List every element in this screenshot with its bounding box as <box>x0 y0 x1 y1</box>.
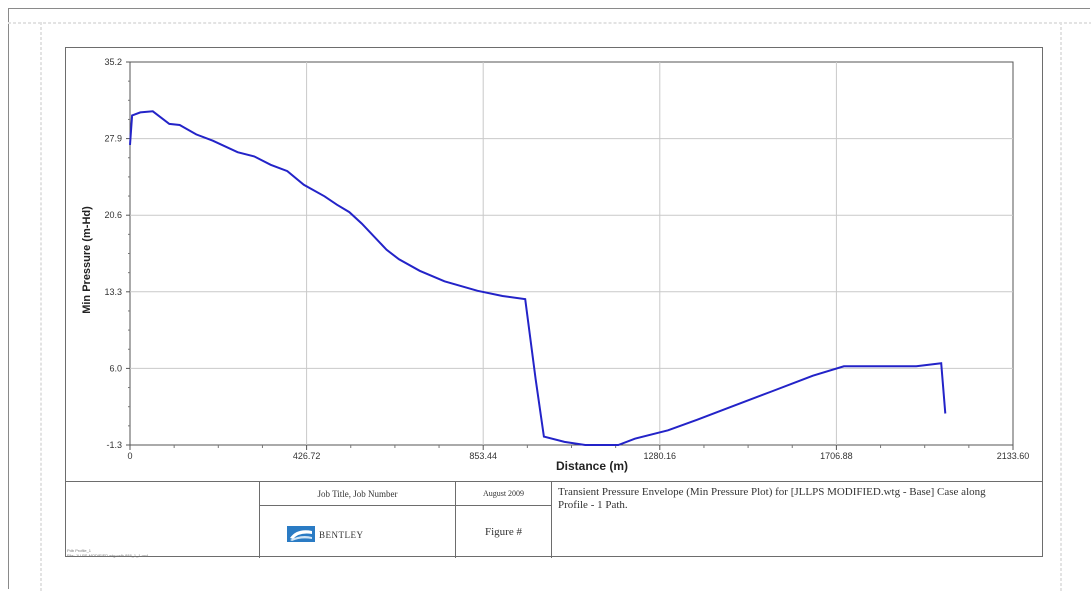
file-info-line1: Pdb Profile_1 <box>67 548 92 553</box>
logo-cell: BENTLEY <box>260 506 456 558</box>
x-tick-label: 853.44 <box>469 451 497 461</box>
x-tick-label: 0 <box>127 451 132 461</box>
file-info-line2: File: JLLPS MODIFIED.wtg.wdb 888_1_1.wcf <box>67 553 148 558</box>
y-tick-label: 27.9 <box>104 134 122 144</box>
company-name: BENTLEY <box>319 530 364 540</box>
y-tick-label: 35.2 <box>104 57 122 67</box>
y-tick-label: -1.3 <box>106 440 122 450</box>
y-axis-label: Min Pressure (m-Hd) <box>81 206 93 314</box>
file-info-cell: Pdb Profile_1 File: JLLPS MODIFIED.wtg.w… <box>65 482 260 558</box>
x-tick-label: 1280.16 <box>644 451 677 461</box>
grid <box>130 62 1013 445</box>
job-title-cell: Job Title, Job Number <box>260 482 456 506</box>
figure-number-cell: Figure # <box>456 506 552 558</box>
figure-caption: Transient Pressure Envelope (Min Pressur… <box>558 486 986 511</box>
tick-labels: 0 426.72 853.44 1280.16 1706.88 2133.60 -1.3 6.… <box>104 57 1029 461</box>
y-tick-label: 13.3 <box>104 287 122 297</box>
x-tick-label: 426.72 <box>293 451 321 461</box>
y-tick-label: 6.0 <box>109 363 122 373</box>
page-guide-top <box>8 22 1091 24</box>
axis-ticks <box>126 61 1014 450</box>
y-tick-label: 20.6 <box>104 210 122 220</box>
plot-area <box>129 61 1014 446</box>
plot-sheet <box>65 47 1043 557</box>
x-tick-label: 2133.60 <box>997 451 1030 461</box>
x-axis-label: Distance (m) <box>556 459 628 473</box>
title-block: Pdb Profile_1 File: JLLPS MODIFIED.wtg.w… <box>65 481 1043 558</box>
series-line-min-pressure <box>129 110 947 446</box>
page-frame <box>8 8 1090 589</box>
x-tick-label: 1706.88 <box>820 451 853 461</box>
bentley-logo-icon <box>287 526 315 542</box>
date-cell: August 2009 <box>456 482 552 506</box>
